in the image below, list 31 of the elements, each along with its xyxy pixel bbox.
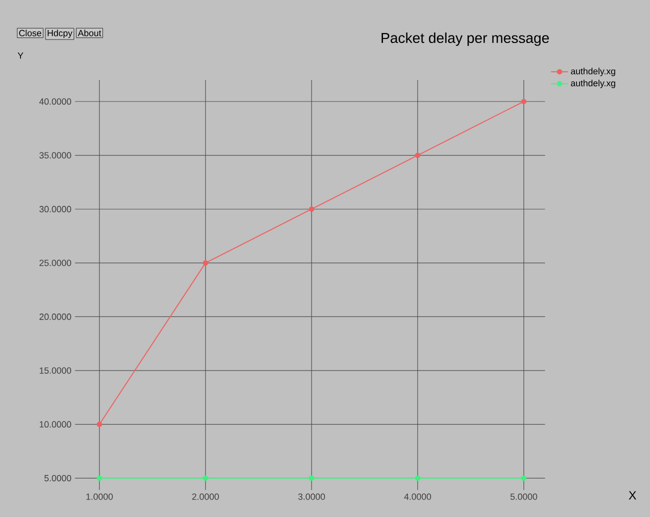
point	[521, 475, 526, 481]
point	[96, 422, 102, 428]
y-tick-label: 5.0000	[44, 474, 72, 482]
chart-title: Packet delay per message	[382, 32, 549, 46]
legend-label: authdely.xg	[570, 68, 616, 76]
x-tick-label: 1.0000	[86, 494, 113, 500]
point	[308, 206, 314, 212]
x-tick-label: 2.0000	[192, 494, 219, 500]
point	[521, 98, 526, 104]
y-tick-label: 10.0000	[40, 421, 72, 428]
x-tick-label: 3.0000	[298, 494, 325, 500]
point	[415, 152, 420, 158]
point	[202, 260, 208, 266]
text: About	[78, 30, 102, 36]
y-tick-label: 15.0000	[40, 367, 72, 374]
text: X	[628, 491, 636, 500]
y-tick-label: 30.0000	[39, 206, 72, 212]
y-tick-label: 20.0000	[40, 314, 72, 320]
y-tick-label: 35.0000	[39, 152, 72, 158]
y-axis-title: Y	[18, 52, 24, 59]
point	[308, 475, 314, 481]
legend-label: authdely.xg	[570, 80, 616, 88]
point	[415, 475, 420, 481]
point	[202, 475, 208, 481]
text: Hdcpy	[48, 30, 72, 38]
y-tick-label: 25.0000	[40, 260, 72, 266]
y-tick-label: 40.0000	[39, 98, 72, 105]
x-tick-label: 4.0000	[404, 494, 432, 500]
text: Close	[19, 30, 42, 36]
x-tick-label: 5.0000	[510, 494, 538, 500]
point	[96, 475, 102, 481]
